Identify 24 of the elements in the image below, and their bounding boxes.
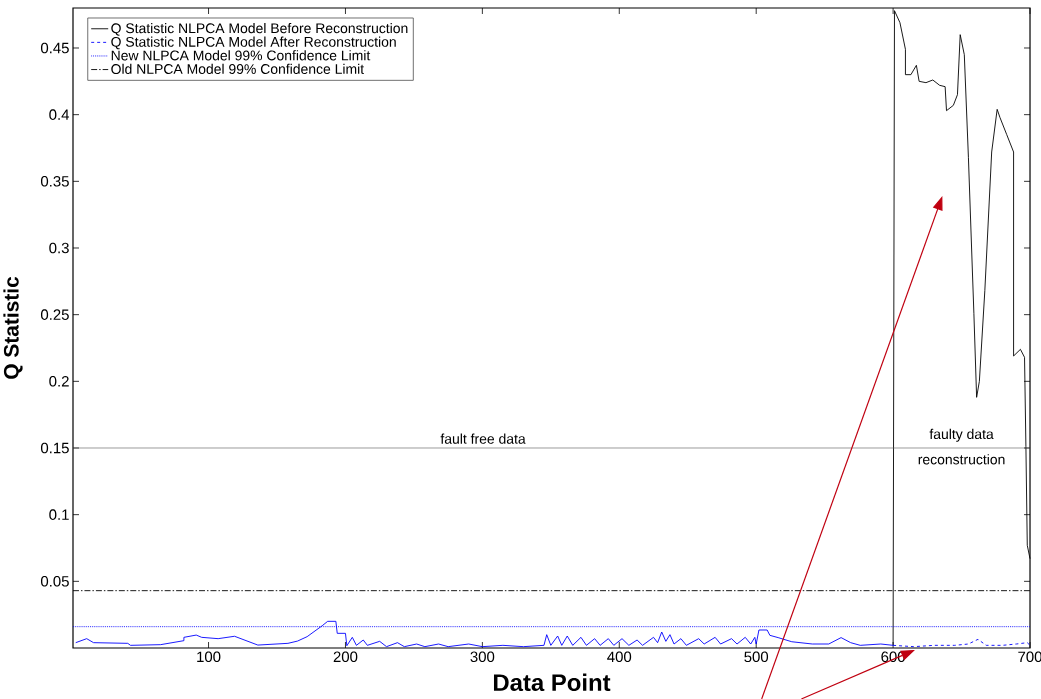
x-tick-label: 400 [607,651,632,663]
y-tick-label: 0.4 [49,109,70,120]
legend-label: Old NLPCA Model 99% Confidence Limit [111,63,364,74]
y-tick-label: 0.25 [40,309,69,320]
y-tick-label: 0.45 [40,42,69,54]
x-tick-label: 100 [197,651,221,663]
y-tick-label: 0.3 [49,242,69,254]
annotation: faulty data [929,428,994,442]
annotation: reconstruction [918,454,1005,465]
ref-line-label: fault free data [440,433,526,444]
x-axis-title: Data Point [493,673,611,692]
y-tick-label: 0.05 [40,576,69,587]
x-tick-label: 200 [333,651,358,663]
y-tick-label: 0.35 [40,176,69,187]
y-tick-label: 0.15 [40,442,69,454]
legend-label: Q Statistic NLPCA Model After Reconstruction [111,36,396,50]
x-tick-label: 300 [470,651,495,663]
y-tick-label: 0.1 [49,509,69,520]
legend-label: New NLPCA Model 99% Confidence Limit [111,50,371,61]
x-tick-label: 700 [1018,651,1041,663]
y-tick-label: 0.2 [49,376,69,387]
x-tick-label: 500 [744,651,769,663]
y-axis-title: Q Statistic [3,276,23,379]
legend-label: Q Statistic NLPCA Model Before Reconstruction [111,22,408,36]
